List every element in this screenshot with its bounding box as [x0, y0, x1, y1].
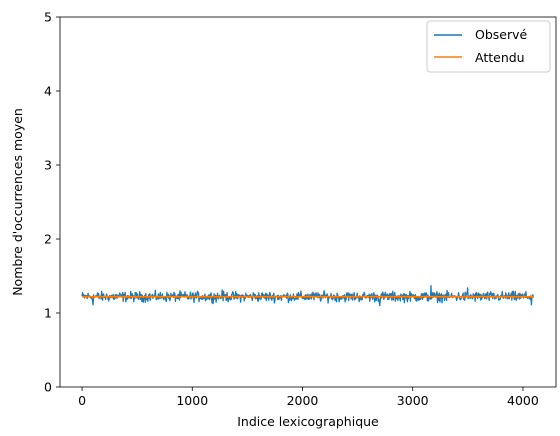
- legend: Observé Attendu: [426, 20, 551, 73]
- x-tick-label: 2000: [287, 393, 319, 408]
- y-tick-label: 4: [44, 84, 52, 99]
- legend-label-attendu: Attendu: [475, 50, 525, 65]
- y-tick-label: 5: [44, 10, 52, 25]
- y-tick-label: 0: [44, 380, 52, 395]
- y-tick-label: 2: [44, 232, 52, 247]
- x-axis: 0 1000 2000 3000 4000: [78, 387, 539, 408]
- legend-frame: [426, 20, 551, 73]
- series-layer: [81, 284, 535, 307]
- y-tick-label: 1: [44, 306, 52, 321]
- plot-frame: [59, 16, 557, 388]
- x-tick-label: 0: [78, 393, 86, 408]
- plot-area: [60, 17, 556, 387]
- x-tick-label: 4000: [507, 393, 539, 408]
- y-axis: 0 1 2 3 4 5: [44, 10, 60, 395]
- y-axis-label: Nombre d'occurrences moyen: [10, 108, 25, 296]
- legend-label-observe: Observé: [475, 27, 528, 42]
- series-line-observe: [81, 284, 535, 307]
- x-tick-label: 1000: [176, 393, 208, 408]
- x-axis-label: Indice lexicographique: [237, 414, 379, 429]
- x-tick-label: 3000: [397, 393, 429, 408]
- y-tick-label: 3: [44, 158, 52, 173]
